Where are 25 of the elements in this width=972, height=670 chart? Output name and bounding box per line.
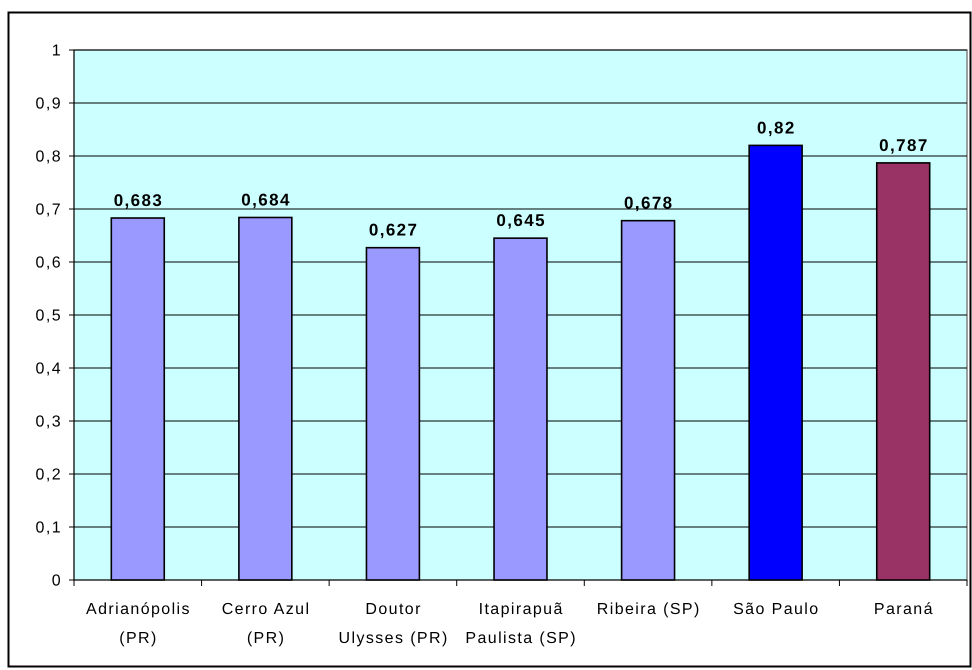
x-tick-label: Adrianópolis (PR)	[86, 601, 191, 647]
data-label: 0,82	[757, 118, 796, 138]
y-tick-label: 0,8	[36, 148, 62, 166]
x-tick-label: Cerro Azul (PR)	[222, 601, 310, 647]
data-label: 0,678	[624, 194, 674, 213]
y-tick-label: 0,2	[36, 466, 62, 484]
x-tick-label: Doutor Ulysses (PR)	[338, 601, 449, 647]
data-label: 0,683	[114, 191, 164, 210]
y-tick-label: 0,9	[36, 96, 62, 113]
x-tick-label: São Paulo	[733, 601, 820, 618]
data-label: 0,787	[879, 136, 929, 155]
y-tick-label: 0,7	[36, 202, 62, 219]
y-tick-label: 0,3	[36, 414, 62, 431]
y-tick-label: 0,5	[36, 308, 62, 325]
y-tick-label: 0,1	[36, 520, 62, 537]
y-tick-label: 0,4	[36, 360, 62, 378]
x-tick-label: Ribeira (SP)	[596, 601, 701, 618]
data-label: 0,645	[496, 211, 546, 230]
y-tick-label: 0,6	[36, 254, 62, 272]
data-label: 0,684	[241, 190, 291, 210]
data-label: 0,627	[368, 220, 418, 240]
x-tick-label: Paraná	[874, 601, 934, 618]
y-tick-label: 1	[52, 42, 62, 60]
y-tick-label: 0	[52, 572, 62, 590]
x-tick-label: Itapirapuã Paulista (SP)	[465, 601, 577, 647]
